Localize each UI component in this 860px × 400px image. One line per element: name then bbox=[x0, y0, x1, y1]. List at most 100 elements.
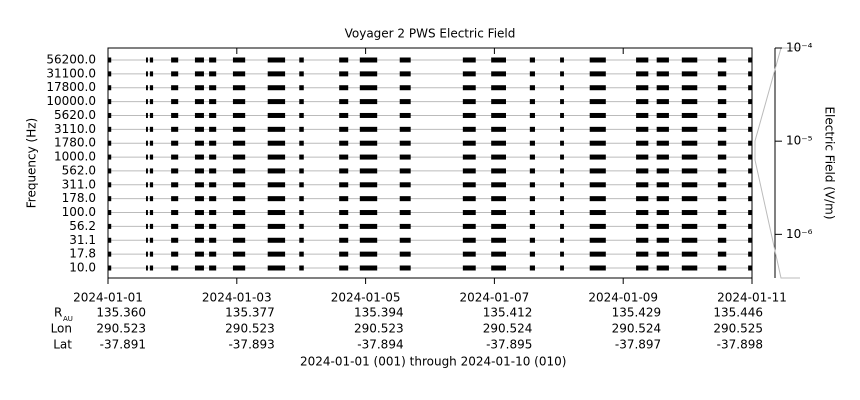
data-segment bbox=[267, 251, 286, 257]
data-segment bbox=[399, 168, 411, 174]
data-segment bbox=[656, 251, 669, 257]
data-segment bbox=[359, 140, 378, 146]
data-segment bbox=[748, 223, 752, 229]
data-segment bbox=[267, 154, 286, 160]
y-tick-label: 562.0 bbox=[62, 163, 96, 177]
data-segment bbox=[717, 57, 727, 63]
data-segment bbox=[232, 126, 246, 132]
data-segment bbox=[681, 265, 698, 271]
data-segment bbox=[232, 182, 246, 188]
ephemeris-value: 135.429 bbox=[612, 306, 662, 320]
y-tick-label: 1780.0 bbox=[54, 136, 96, 150]
data-segment bbox=[171, 112, 179, 118]
data-segment bbox=[636, 99, 649, 105]
data-segment bbox=[491, 57, 506, 63]
data-segment bbox=[717, 99, 727, 105]
data-segment bbox=[717, 154, 727, 160]
data-segment bbox=[681, 140, 698, 146]
data-segment bbox=[681, 126, 698, 132]
data-segment bbox=[748, 265, 752, 271]
data-segment bbox=[491, 196, 506, 202]
data-segment bbox=[209, 112, 217, 118]
data-segment bbox=[145, 265, 148, 271]
data-segment bbox=[209, 154, 217, 160]
data-segment bbox=[636, 251, 649, 257]
data-segment bbox=[636, 71, 649, 77]
data-segment bbox=[194, 71, 204, 77]
data-segment bbox=[748, 251, 752, 257]
data-segment bbox=[491, 99, 506, 105]
data-segment bbox=[149, 196, 154, 202]
data-segment bbox=[681, 85, 698, 91]
data-segment bbox=[145, 99, 148, 105]
data-segment bbox=[491, 237, 506, 243]
data-segment bbox=[232, 154, 246, 160]
data-segment bbox=[656, 57, 669, 63]
ephemeris-value: -37.893 bbox=[228, 338, 274, 352]
data-segment bbox=[339, 99, 349, 105]
data-segment bbox=[209, 223, 217, 229]
data-segment bbox=[560, 85, 564, 91]
data-segment bbox=[145, 57, 148, 63]
data-segment bbox=[232, 168, 246, 174]
data-segment bbox=[149, 99, 154, 105]
data-segment bbox=[636, 168, 649, 174]
y-tick-label: 17.8 bbox=[69, 247, 96, 261]
data-segment bbox=[194, 112, 204, 118]
data-segment bbox=[209, 265, 217, 271]
data-segment bbox=[589, 210, 606, 216]
x-tick-label: 2024-01-07 bbox=[460, 291, 530, 305]
data-segment bbox=[359, 71, 378, 77]
data-segment bbox=[748, 182, 752, 188]
data-segment bbox=[462, 196, 476, 202]
data-segment bbox=[339, 182, 349, 188]
data-segment bbox=[636, 223, 649, 229]
data-segment bbox=[529, 223, 535, 229]
data-segment bbox=[560, 196, 564, 202]
data-segment bbox=[299, 112, 304, 118]
data-segment bbox=[399, 196, 411, 202]
data-segment bbox=[529, 196, 535, 202]
data-segment bbox=[299, 210, 304, 216]
data-segment bbox=[171, 237, 179, 243]
data-segment bbox=[681, 210, 698, 216]
data-segment bbox=[171, 182, 179, 188]
y-tick-label: 10000.0 bbox=[46, 94, 96, 108]
data-segment bbox=[560, 140, 564, 146]
data-segment bbox=[108, 85, 112, 91]
data-segment bbox=[232, 210, 246, 216]
data-segment bbox=[681, 154, 698, 160]
data-segment bbox=[359, 237, 378, 243]
data-segment bbox=[589, 182, 606, 188]
data-segment bbox=[267, 99, 286, 105]
ephemeris-label: Lat bbox=[53, 338, 72, 352]
data-segment bbox=[267, 57, 286, 63]
data-segment bbox=[171, 210, 179, 216]
data-segment bbox=[399, 126, 411, 132]
data-segment bbox=[656, 99, 669, 105]
data-segment bbox=[149, 126, 154, 132]
data-segment bbox=[589, 251, 606, 257]
ephemeris-label: Lon bbox=[51, 322, 72, 336]
data-segment bbox=[491, 71, 506, 77]
data-segment bbox=[399, 182, 411, 188]
data-segment bbox=[171, 168, 179, 174]
data-segment bbox=[656, 168, 669, 174]
data-segment bbox=[108, 265, 112, 271]
x-tick-label: 2024-01-09 bbox=[588, 291, 658, 305]
data-segment bbox=[656, 112, 669, 118]
data-segment bbox=[529, 237, 535, 243]
data-segment bbox=[529, 112, 535, 118]
data-segment bbox=[108, 223, 112, 229]
data-segment bbox=[560, 57, 564, 63]
data-segment bbox=[267, 71, 286, 77]
data-segment bbox=[748, 140, 752, 146]
data-segment bbox=[717, 265, 727, 271]
data-segment bbox=[589, 99, 606, 105]
data-segment bbox=[717, 237, 727, 243]
scale-connector bbox=[754, 47, 800, 279]
data-segment bbox=[232, 71, 246, 77]
data-segment bbox=[209, 126, 217, 132]
ephemeris-value: 135.377 bbox=[225, 306, 275, 320]
